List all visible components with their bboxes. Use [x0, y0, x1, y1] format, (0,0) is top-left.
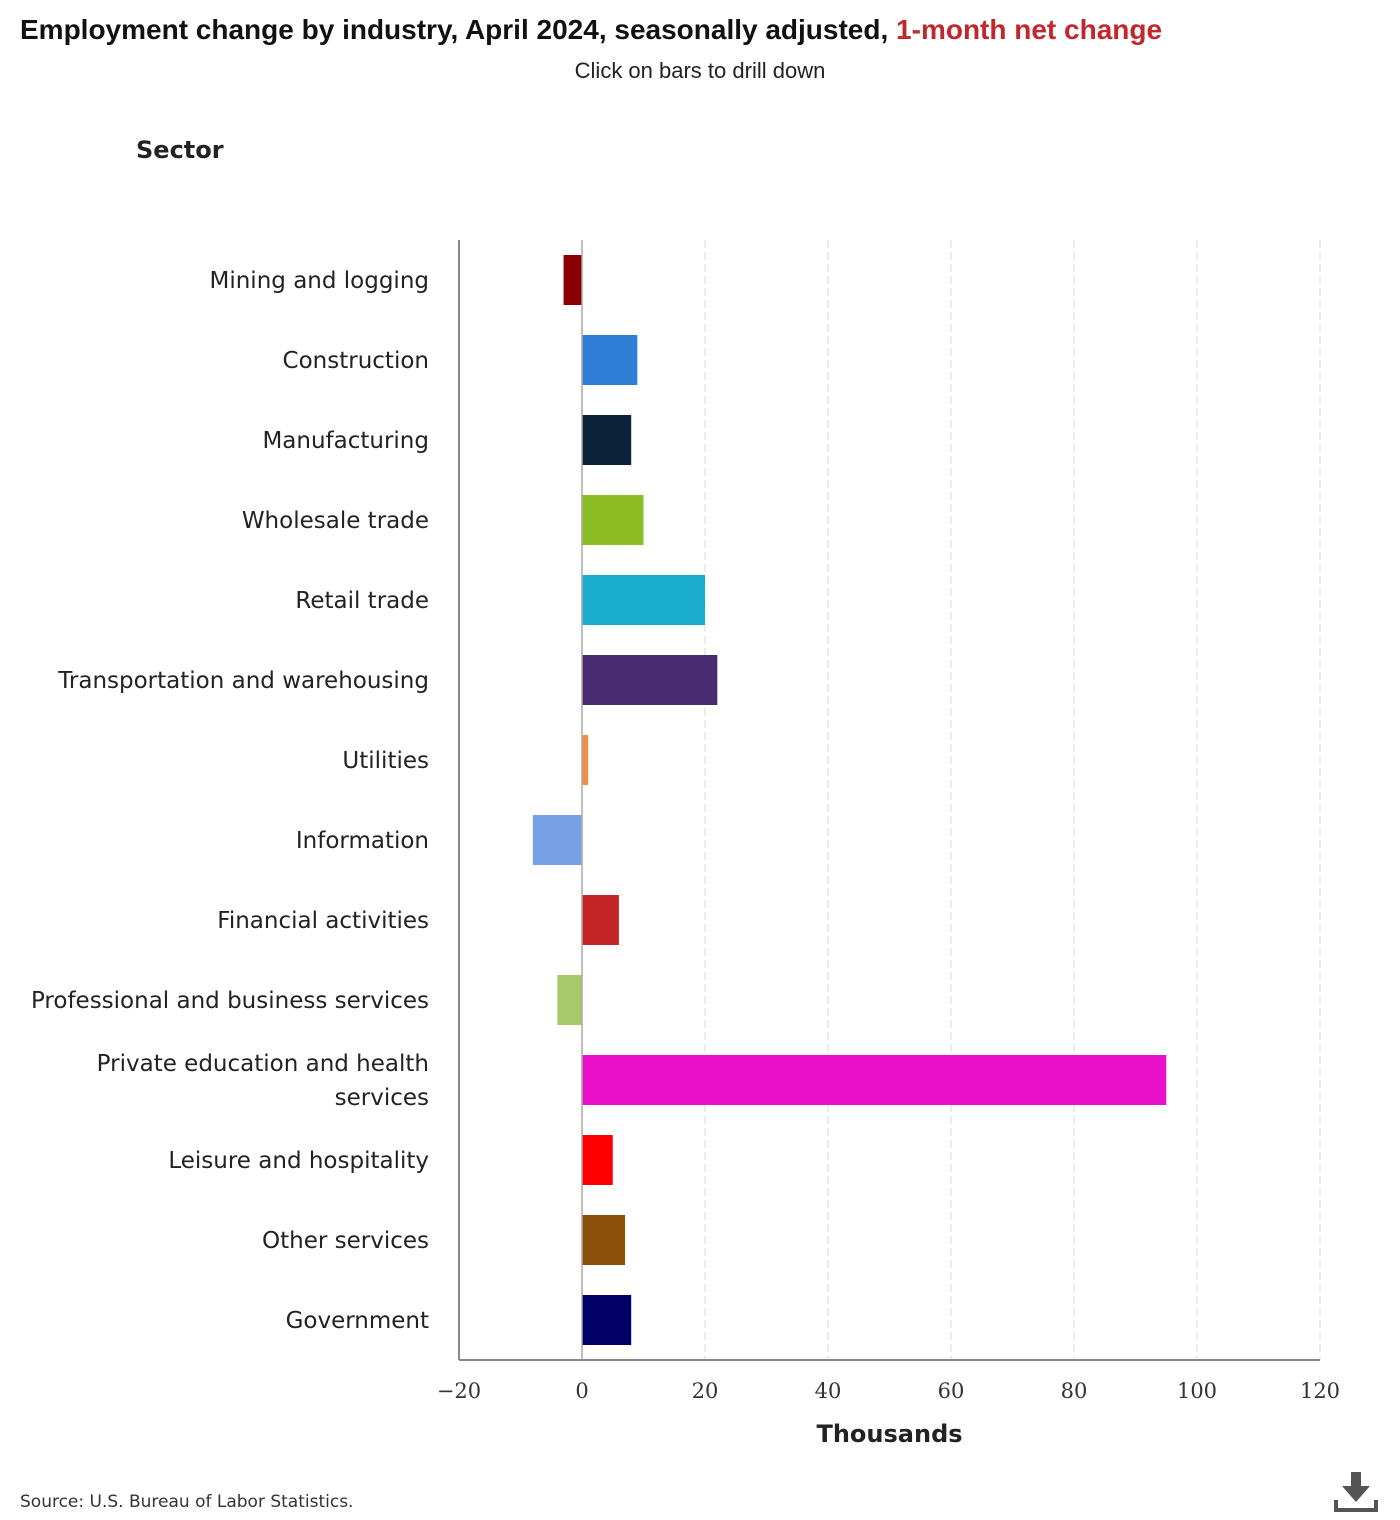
category-label[interactable]: Private education and health	[97, 1051, 429, 1077]
category-label[interactable]: Wholesale trade	[242, 508, 429, 534]
category-label[interactable]: Government	[286, 1308, 429, 1334]
category-label[interactable]: Manufacturing	[262, 428, 429, 454]
x-tick-label: 120	[1300, 1379, 1340, 1403]
category-label[interactable]: Financial activities	[217, 908, 429, 934]
chart-title-main: Employment change by industry, April 202…	[20, 14, 897, 45]
bar[interactable]	[582, 895, 619, 945]
category-label[interactable]: Professional and business services	[31, 988, 429, 1014]
bar[interactable]	[532, 815, 582, 865]
category-label[interactable]: services	[335, 1085, 429, 1111]
bar[interactable]	[582, 655, 718, 705]
category-label[interactable]: Transportation and warehousing	[57, 668, 429, 694]
x-tick-label: 100	[1177, 1379, 1217, 1403]
x-axis-title: Thousands	[816, 1420, 962, 1448]
category-label[interactable]: Mining and logging	[210, 268, 430, 294]
category-label[interactable]: Utilities	[342, 748, 429, 774]
category-label[interactable]: Other services	[262, 1228, 429, 1254]
bar[interactable]	[582, 1295, 632, 1345]
bar[interactable]	[582, 415, 632, 465]
bar[interactable]	[557, 975, 582, 1025]
chart-title-highlight[interactable]: 1-month net change	[896, 14, 1163, 45]
y-axis-title: Sector	[136, 136, 224, 164]
x-tick-label: −20	[437, 1379, 481, 1403]
bar[interactable]	[582, 495, 644, 545]
x-tick-label: 0	[575, 1379, 588, 1403]
chart-title: Employment change by industry, April 202…	[20, 14, 1162, 46]
bar[interactable]	[582, 575, 705, 625]
bar[interactable]	[582, 1215, 626, 1265]
category-label[interactable]: Retail trade	[295, 588, 429, 614]
source-note: Source: U.S. Bureau of Labor Statistics.	[20, 1492, 354, 1512]
x-tick-label: 80	[1061, 1379, 1088, 1403]
bar[interactable]	[582, 335, 638, 385]
bar[interactable]	[582, 1055, 1167, 1105]
x-tick-label: 60	[938, 1379, 965, 1403]
x-tick-label: 20	[692, 1379, 719, 1403]
bar[interactable]	[582, 1135, 613, 1185]
x-tick-label: 40	[815, 1379, 842, 1403]
chart-subtitle: Click on bars to drill down	[574, 58, 826, 83]
category-label[interactable]: Leisure and hospitality	[168, 1148, 429, 1174]
download-button[interactable]	[1334, 1470, 1378, 1514]
bar[interactable]	[563, 255, 582, 305]
download-icon	[1334, 1472, 1378, 1512]
category-label[interactable]: Information	[296, 828, 429, 854]
category-label[interactable]: Construction	[283, 348, 429, 374]
bar[interactable]	[582, 735, 589, 785]
